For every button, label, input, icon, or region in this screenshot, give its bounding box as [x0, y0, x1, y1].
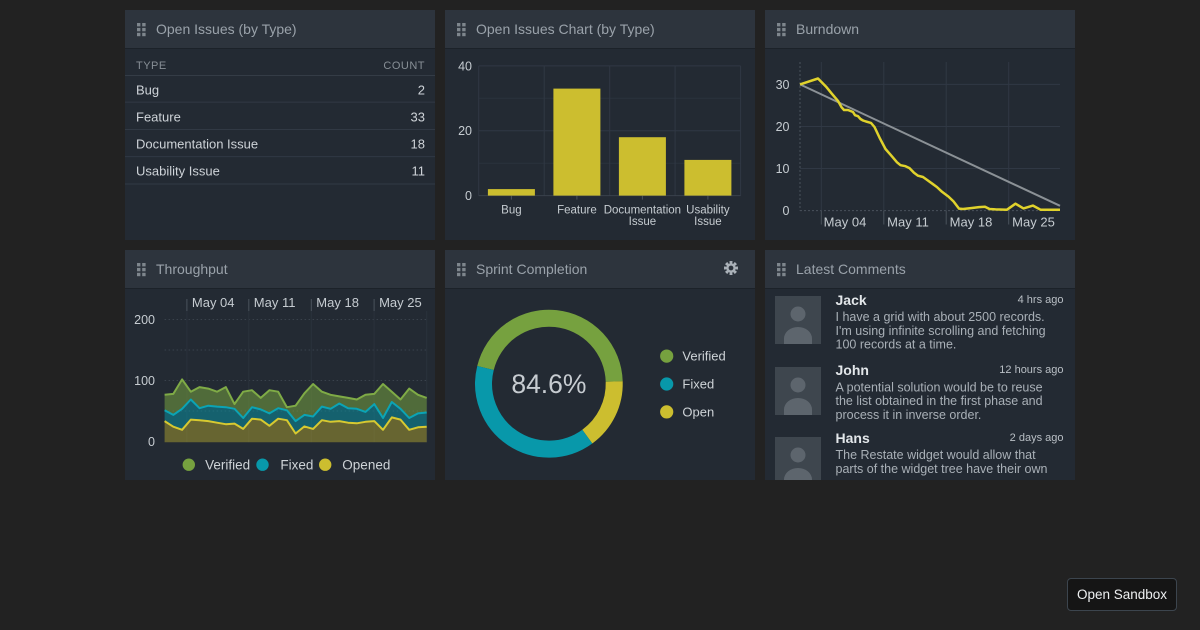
svg-text:John: John	[836, 362, 869, 378]
svg-text:Issue: Issue	[694, 216, 722, 228]
svg-text:0: 0	[465, 189, 472, 203]
svg-text:Opened: Opened	[342, 457, 390, 472]
svg-text:11: 11	[412, 163, 426, 178]
svg-text:Hans: Hans	[836, 430, 870, 446]
svg-text:33: 33	[411, 109, 425, 124]
svg-text:COUNT: COUNT	[383, 60, 425, 72]
svg-text:Bug: Bug	[136, 82, 159, 97]
svg-text:2: 2	[418, 82, 425, 97]
svg-text:I'm using infinite scrolling a: I'm using infinite scrolling and fetchin…	[836, 324, 1046, 338]
svg-text:TYPE: TYPE	[136, 60, 167, 72]
svg-text:Usability: Usability	[686, 205, 730, 217]
svg-text:100 records at a time.: 100 records at a time.	[836, 338, 957, 352]
svg-text:84.6%: 84.6%	[511, 369, 586, 399]
svg-text:process it in inverse order.: process it in inverse order.	[836, 408, 982, 422]
svg-text:Documentation Issue: Documentation Issue	[136, 136, 258, 151]
svg-text:Open: Open	[682, 405, 714, 420]
svg-text:Verified: Verified	[205, 457, 250, 472]
svg-text:12 hours ago: 12 hours ago	[999, 364, 1063, 376]
svg-text:40: 40	[458, 59, 472, 73]
svg-text:May 25: May 25	[1012, 215, 1055, 230]
svg-text:Fixed: Fixed	[682, 377, 714, 392]
svg-text:0: 0	[783, 204, 790, 218]
svg-text:18: 18	[411, 136, 425, 151]
svg-text:2 days ago: 2 days ago	[1010, 432, 1064, 444]
svg-text:Verified: Verified	[682, 349, 725, 364]
svg-text:May 25: May 25	[379, 295, 422, 310]
svg-text:May 04: May 04	[192, 295, 235, 310]
svg-text:The Restate widget would allow: The Restate widget would allow that	[836, 448, 1037, 462]
svg-text:Fixed: Fixed	[280, 457, 313, 472]
svg-text:Jack: Jack	[836, 292, 867, 308]
svg-text:20: 20	[776, 120, 790, 134]
svg-text:20: 20	[458, 124, 472, 138]
svg-text:0: 0	[148, 435, 155, 449]
svg-text:Feature: Feature	[557, 205, 597, 217]
svg-text:parts of the widget tree have: parts of the widget tree have their own	[836, 462, 1048, 476]
svg-text:I have a grid with about 2500: I have a grid with about 2500 records.	[836, 310, 1045, 324]
svg-text:May 11: May 11	[887, 215, 929, 230]
svg-text:the list obtained in the first: the list obtained in the first phase and	[836, 394, 1043, 408]
svg-text:100: 100	[134, 374, 155, 388]
svg-text:10: 10	[776, 162, 790, 176]
svg-text:Bug: Bug	[501, 205, 521, 217]
svg-text:200: 200	[134, 313, 155, 327]
svg-text:30: 30	[776, 78, 790, 92]
svg-text:Documentation: Documentation	[604, 205, 681, 217]
svg-text:A potential solution would be: A potential solution would be to reuse	[836, 380, 1043, 394]
svg-text:Issue: Issue	[629, 216, 657, 228]
svg-text:Usability Issue: Usability Issue	[136, 163, 220, 178]
svg-text:Feature: Feature	[136, 109, 181, 124]
svg-text:May 11: May 11	[254, 295, 296, 310]
svg-text:May 04: May 04	[824, 215, 867, 230]
svg-text:May 18: May 18	[950, 215, 993, 230]
svg-text:May 18: May 18	[316, 295, 359, 310]
svg-text:4 hrs ago: 4 hrs ago	[1018, 294, 1064, 306]
